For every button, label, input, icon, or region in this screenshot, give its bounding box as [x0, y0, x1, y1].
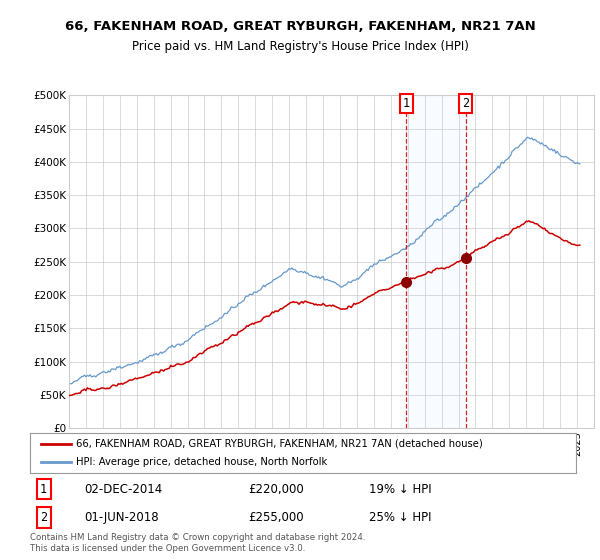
Text: 2: 2: [40, 511, 47, 524]
Text: 2: 2: [462, 97, 469, 110]
Text: 25% ↓ HPI: 25% ↓ HPI: [368, 511, 431, 524]
Text: Contains HM Land Registry data © Crown copyright and database right 2024.
This d: Contains HM Land Registry data © Crown c…: [30, 533, 365, 553]
Text: 19% ↓ HPI: 19% ↓ HPI: [368, 483, 431, 496]
Text: 02-DEC-2014: 02-DEC-2014: [85, 483, 163, 496]
Text: 66, FAKENHAM ROAD, GREAT RYBURGH, FAKENHAM, NR21 7AN (detached house): 66, FAKENHAM ROAD, GREAT RYBURGH, FAKENH…: [76, 439, 483, 449]
Text: 01-JUN-2018: 01-JUN-2018: [85, 511, 159, 524]
Text: 1: 1: [40, 483, 47, 496]
Text: 66, FAKENHAM ROAD, GREAT RYBURGH, FAKENHAM, NR21 7AN: 66, FAKENHAM ROAD, GREAT RYBURGH, FAKENH…: [65, 20, 535, 32]
Text: £255,000: £255,000: [248, 511, 304, 524]
Bar: [406, 95, 466, 428]
Text: Price paid vs. HM Land Registry's House Price Index (HPI): Price paid vs. HM Land Registry's House …: [131, 40, 469, 53]
Text: 1: 1: [403, 97, 410, 110]
Text: HPI: Average price, detached house, North Norfolk: HPI: Average price, detached house, Nort…: [76, 457, 328, 467]
Text: £220,000: £220,000: [248, 483, 304, 496]
